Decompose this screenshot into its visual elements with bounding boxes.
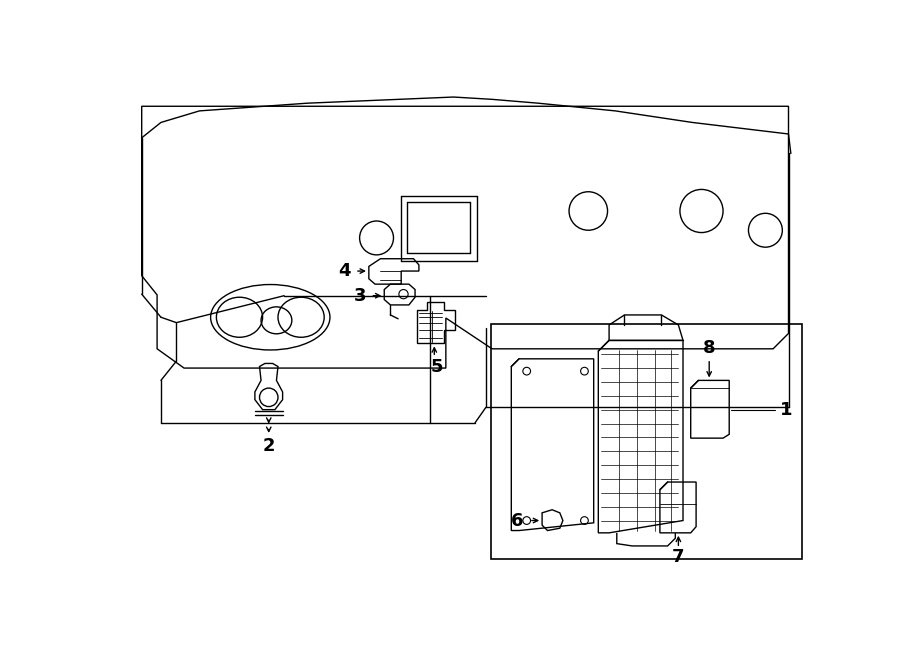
Text: 8: 8	[703, 339, 716, 357]
Text: 4: 4	[338, 262, 350, 280]
Text: 2: 2	[263, 437, 275, 455]
Bar	[491, 324, 803, 559]
Text: 5: 5	[430, 358, 443, 375]
Text: 1: 1	[780, 401, 792, 418]
Text: 3: 3	[354, 287, 366, 305]
Text: 7: 7	[672, 549, 685, 566]
Text: 6: 6	[510, 512, 523, 529]
